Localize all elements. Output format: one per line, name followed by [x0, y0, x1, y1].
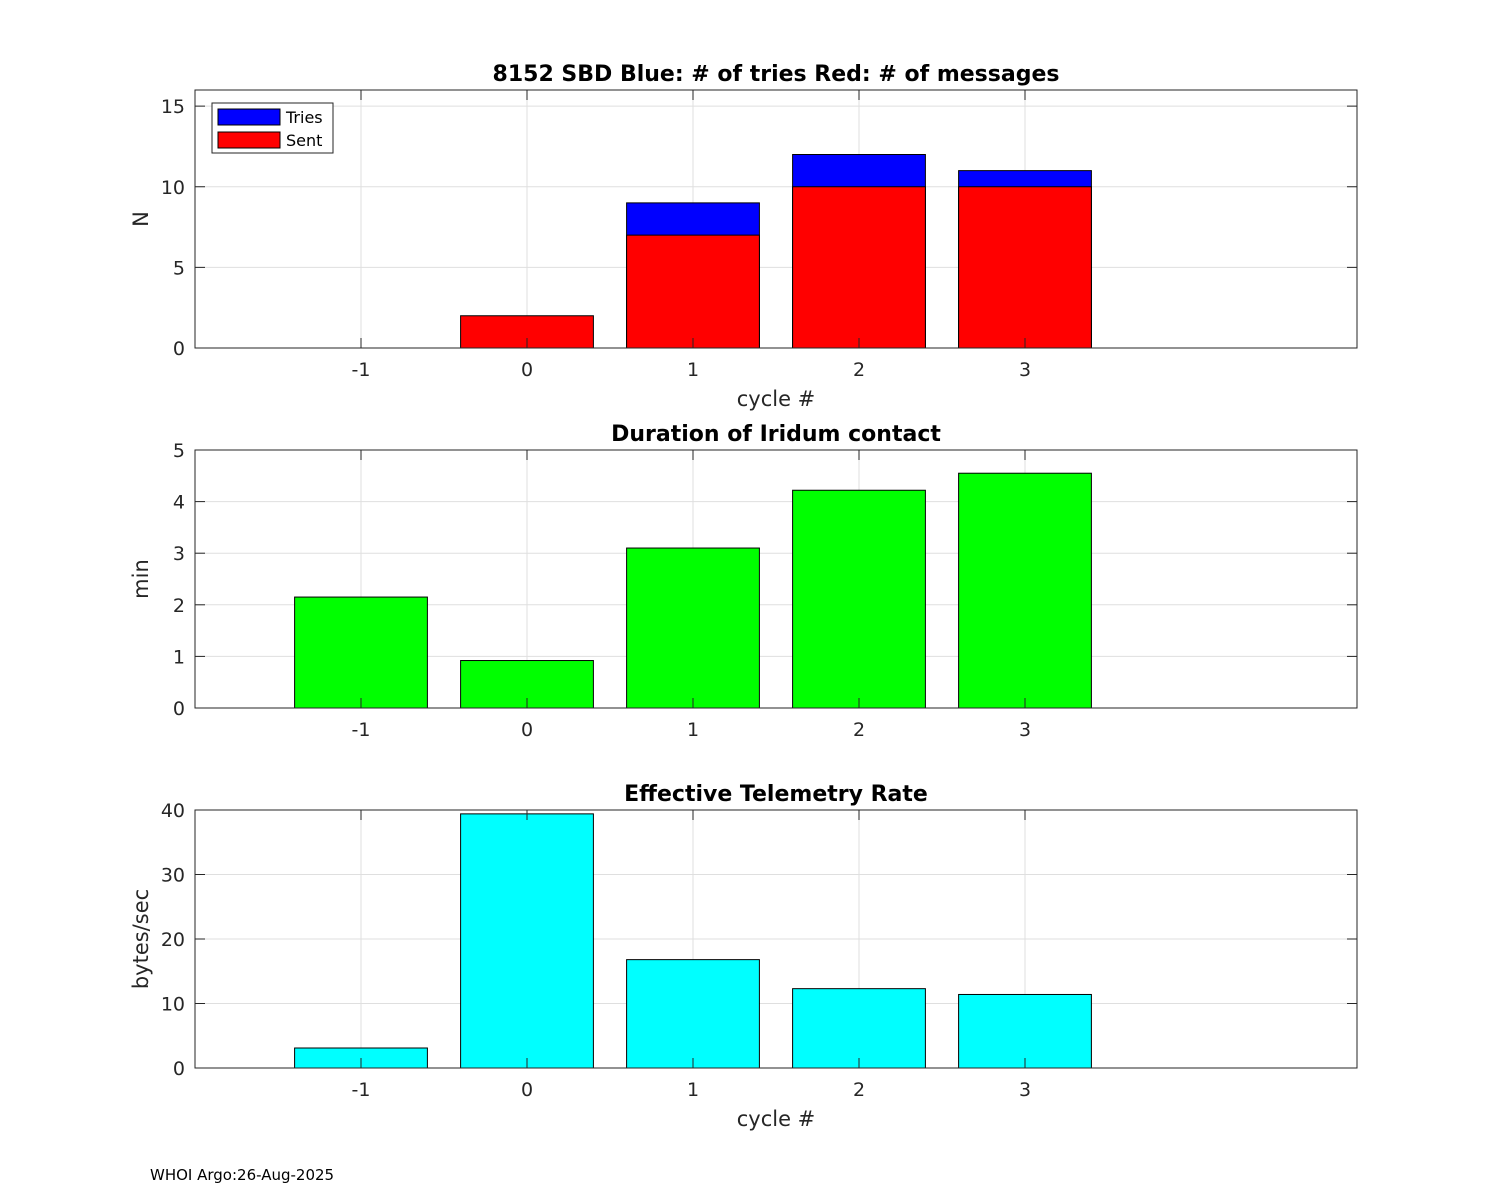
plot2-bar-duration-cycle-1	[626, 547, 760, 709]
plot2-y-tick-label: 3	[173, 543, 185, 565]
plot2-y-tick-label: 2	[173, 595, 185, 617]
footer-credit: WHOI Argo:26-Aug-2025	[150, 1166, 335, 1184]
plot1-y-tick-label: 15	[161, 96, 185, 118]
plot1-legend-label-sent: Sent	[286, 131, 322, 150]
plot3-bar-rate-cycle-1	[626, 959, 760, 1069]
plot1-x-tick-label: 1	[687, 359, 699, 381]
plot3-y-tick-label: 30	[161, 865, 185, 887]
plot2-y-tick-label: 5	[173, 440, 185, 462]
plot1-x-tick-label: 2	[853, 359, 865, 381]
plot3-y-tick-label: 20	[161, 929, 185, 951]
plot1-y-axis-label: N	[129, 211, 153, 227]
plot3-x-tick-label: 1	[687, 1079, 699, 1101]
plot1-axes-frame	[194, 89, 1358, 349]
plot3-bar-rate-cycle-2	[792, 988, 926, 1069]
plot2-bar-duration-cycle-3	[958, 472, 1092, 709]
plot2-y-tick-label: 0	[173, 698, 185, 720]
plot2-y-tick-label: 4	[173, 492, 185, 514]
plot3-bar-rate-cycle-0	[460, 813, 594, 1069]
plot1-legend-swatch-tries	[217, 108, 281, 126]
plot2-y-axis-label: min	[129, 559, 153, 599]
plot1-legend-swatch-sent	[217, 131, 281, 149]
plot1-y-tick-label: 0	[173, 338, 185, 360]
plot3-bar-rate-cycle-3	[958, 993, 1092, 1069]
plot2-x-tick-label: 0	[521, 719, 533, 741]
plot2-x-tick-label: -1	[352, 719, 371, 741]
plot3-x-tick-label: 2	[853, 1079, 865, 1101]
plot1-y-tick-label: 10	[161, 177, 185, 199]
plot2-x-tick-label: 2	[853, 719, 865, 741]
plot2-x-tick-label: 3	[1019, 719, 1031, 741]
plot2-x-tick-label: 1	[687, 719, 699, 741]
plot1-axes-background	[195, 90, 1357, 348]
plot3-y-axis-label: bytes/sec	[129, 889, 153, 989]
plot3-y-tick-label: 10	[161, 994, 185, 1016]
plot3-x-axis-label: cycle #	[737, 1107, 816, 1131]
plot3-y-tick-label: 40	[161, 800, 185, 822]
plot1-title: 8152 SBD Blue: # of tries Red: # of mess…	[493, 62, 1060, 87]
plot2-bar-duration-cycle--1	[294, 596, 428, 709]
plot1-y-tick-label: 5	[173, 257, 185, 279]
plot1-legend-label-tries: Tries	[285, 108, 323, 127]
plot1-x-tick-label: 0	[521, 359, 533, 381]
plot3-x-tick-label: 0	[521, 1079, 533, 1101]
plot1-bar-sent-cycle-1	[626, 234, 760, 349]
plot2-title: Duration of Iridum contact	[611, 422, 941, 447]
plot1-x-axis-label: cycle #	[737, 387, 816, 411]
plot2-axes-frame	[194, 449, 1358, 709]
plot3-x-tick-label: 3	[1019, 1079, 1031, 1101]
plot1-x-tick-label: -1	[352, 359, 371, 381]
plot1-bar-sent-cycle-3	[958, 186, 1092, 349]
plot3-y-tick-label: 0	[173, 1058, 185, 1080]
plot1-bar-sent-cycle-2	[792, 186, 926, 349]
plot2-y-tick-label: 1	[173, 646, 185, 668]
plot1-x-tick-label: 3	[1019, 359, 1031, 381]
plot2-bar-duration-cycle-2	[792, 489, 926, 709]
plot3-x-tick-label: -1	[352, 1079, 371, 1101]
plot3-title: Effective Telemetry Rate	[624, 782, 928, 807]
